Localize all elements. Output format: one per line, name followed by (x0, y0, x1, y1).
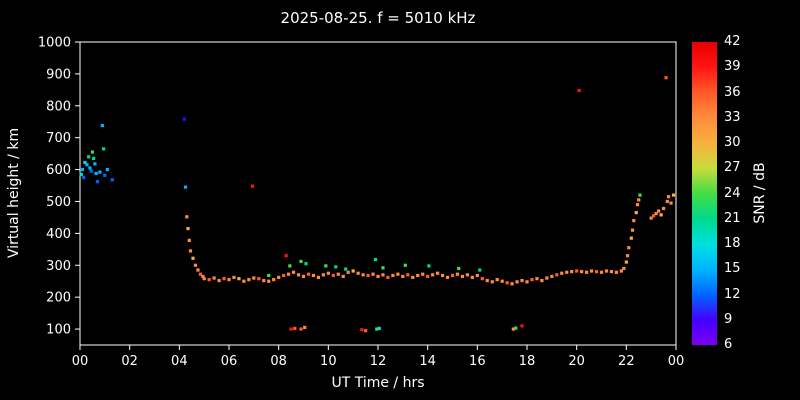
svg-text:22: 22 (618, 354, 635, 369)
svg-text:200: 200 (46, 291, 71, 306)
scatter-points (79, 76, 676, 333)
svg-text:00: 00 (668, 354, 685, 369)
colorbar (692, 42, 717, 345)
svg-text:00: 00 (72, 354, 89, 369)
svg-text:02: 02 (121, 354, 138, 369)
svg-text:16: 16 (469, 354, 486, 369)
svg-text:100: 100 (46, 323, 71, 338)
svg-text:300: 300 (46, 259, 71, 274)
svg-text:10: 10 (320, 354, 337, 369)
x-axis-ticks: 00 02 04 06 08 10 12 14 16 18 20 22 00 (72, 345, 685, 369)
svg-text:700: 700 (46, 131, 71, 146)
svg-text:08: 08 (270, 354, 287, 369)
svg-text:500: 500 (46, 195, 71, 210)
svg-text:18: 18 (519, 354, 536, 369)
svg-text:12: 12 (370, 354, 387, 369)
colorbar-axis-label: SNR / dB (752, 162, 768, 224)
svg-text:06: 06 (221, 354, 238, 369)
svg-text:20: 20 (568, 354, 585, 369)
svg-text:600: 600 (46, 163, 71, 178)
svg-text:400: 400 (46, 227, 71, 242)
svg-text:14: 14 (419, 354, 436, 369)
svg-text:800: 800 (46, 99, 71, 114)
plot-frame (79, 41, 677, 346)
svg-text:1000: 1000 (38, 36, 71, 51)
svg-text:900: 900 (46, 67, 71, 82)
y-axis-label: Virtual height / km (6, 127, 22, 259)
chart-title: 2025-08-25. f = 5010 kHz (280, 9, 476, 27)
y-axis-ticks: 100 200 300 400 500 600 700 800 900 1000 (38, 36, 80, 338)
svg-text:04: 04 (171, 354, 188, 369)
x-axis-label: UT Time / hrs (331, 375, 425, 391)
